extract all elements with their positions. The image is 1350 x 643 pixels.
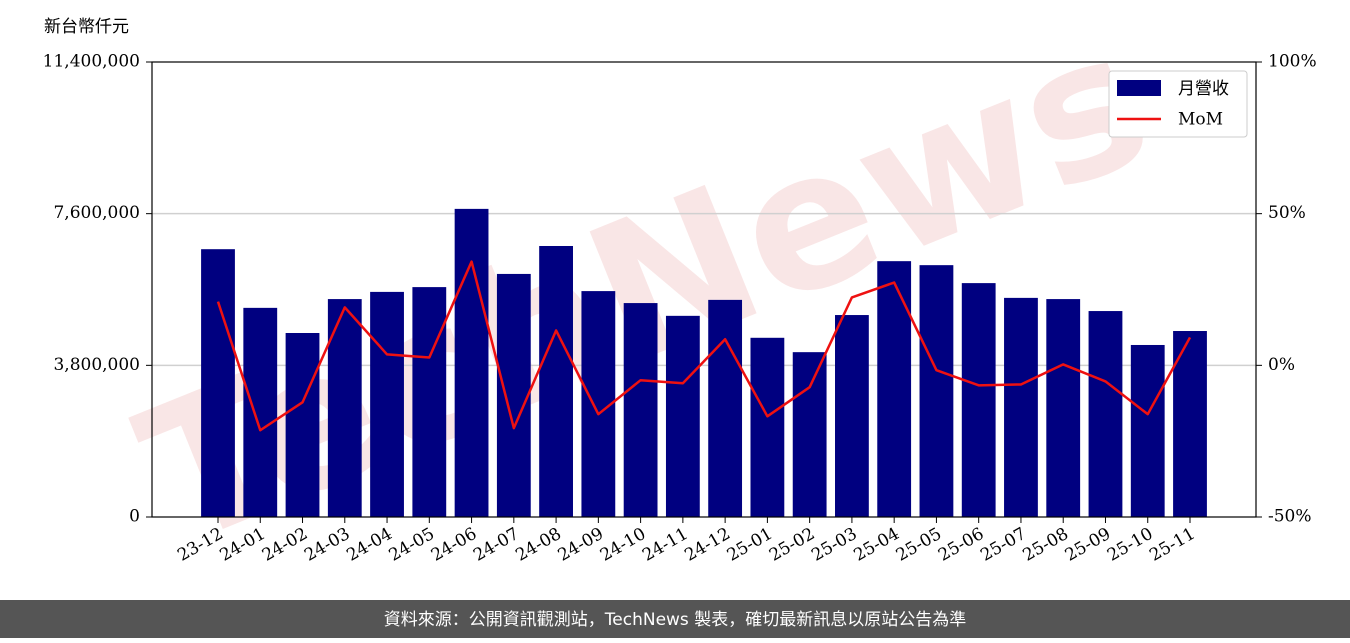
footer-band xyxy=(0,600,1350,638)
legend-swatch xyxy=(1117,80,1161,96)
y-tick-label: 7,600,000 xyxy=(53,203,140,223)
bar xyxy=(496,273,531,517)
y2-tick-label: 0% xyxy=(1268,355,1295,375)
legend: 月營收 MoM xyxy=(1108,70,1248,138)
y-axis-label: 新台幣仟元 xyxy=(44,17,129,37)
bar xyxy=(285,333,320,517)
bar xyxy=(1173,331,1207,517)
mom-line xyxy=(216,260,1192,432)
bar xyxy=(750,337,785,517)
legend-label: MoM xyxy=(1178,110,1223,130)
bar xyxy=(370,291,404,517)
y-tick-label: 0 xyxy=(129,507,140,527)
bar xyxy=(623,303,658,517)
bar xyxy=(454,208,489,517)
bar xyxy=(201,249,235,517)
bar xyxy=(961,283,996,517)
legend-label: 月營收 xyxy=(1178,79,1229,99)
bar xyxy=(792,352,827,517)
bar xyxy=(665,315,700,517)
bar xyxy=(1130,344,1165,517)
bar xyxy=(708,299,743,517)
bar xyxy=(412,287,447,517)
y-tick-label: 11,400,000 xyxy=(43,52,140,72)
footer: 資料來源：公開資訊觀測站，TechNews 製表，確切最新訊息以原站公告為準 xyxy=(384,610,966,630)
bar xyxy=(1046,299,1081,517)
y-tick-label: 3,800,000 xyxy=(53,355,140,375)
bar xyxy=(243,307,278,517)
plot-frame xyxy=(151,61,1257,518)
y2-tick-label: -50% xyxy=(1268,507,1312,527)
bar xyxy=(835,315,869,517)
bar xyxy=(877,261,912,517)
bar xyxy=(1088,311,1123,517)
bar xyxy=(539,245,573,518)
bar xyxy=(1004,297,1038,517)
y2-tick-label: 100% xyxy=(1268,52,1317,72)
bar xyxy=(919,265,954,517)
y2-tick-label: 50% xyxy=(1268,203,1306,223)
